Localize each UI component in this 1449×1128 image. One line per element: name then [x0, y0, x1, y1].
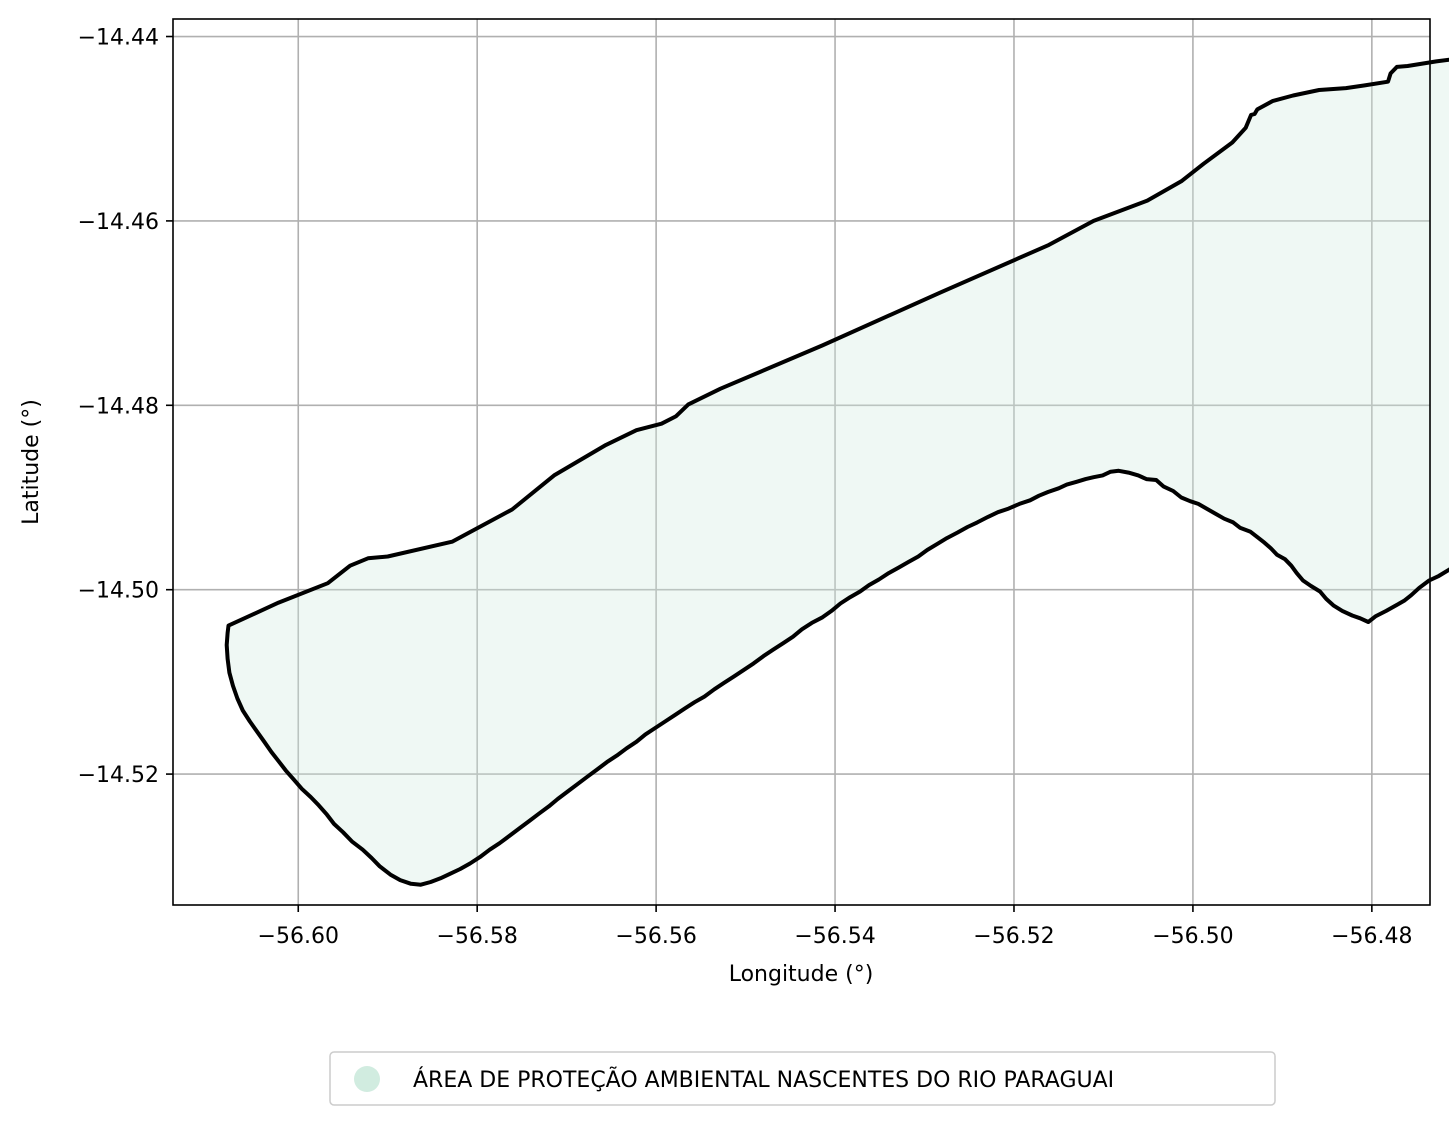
x-tick-label-0: −56.60: [258, 924, 339, 949]
y-tick-label-0: −14.44: [78, 26, 159, 51]
x-axis-label: Longitude (°): [729, 962, 874, 987]
legend-entry-label: ÁREA DE PROTEÇÃO AMBIENTAL NASCENTES DO …: [413, 1066, 1114, 1093]
legend-box: [329, 1051, 1276, 1106]
x-tick-label-2: −56.56: [615, 924, 696, 949]
x-tick-label-3: −56.54: [794, 924, 875, 949]
plot-frame: [172, 18, 1431, 906]
y-axis-label: Latitude (°): [19, 399, 44, 525]
protected-area: [224, 57, 1449, 887]
area-fill: [226, 59, 1449, 885]
y-axis-ticks: −14.44 −14.46 −14.48 −14.50 −14.52: [78, 26, 173, 788]
grid-lines: [173, 19, 1430, 905]
x-tick-label-5: −56.50: [1152, 924, 1233, 949]
x-tick-label-1: −56.58: [436, 924, 517, 949]
y-tick-label-2: −14.48: [78, 394, 159, 419]
y-tick-label-1: −14.46: [78, 210, 159, 235]
y-tick-label-3: −14.50: [78, 579, 159, 604]
y-tick-label-4: −14.52: [78, 763, 159, 788]
area-boundary: [224, 57, 1449, 887]
x-axis-ticks: −56.60 −56.58 −56.56 −56.54 −56.52 −56.50 −56.…: [258, 905, 1413, 949]
x-tick-label-6: −56.48: [1331, 924, 1412, 949]
legend-marker-icon: [354, 1066, 380, 1092]
legend: ÁREA DE PROTEÇÃO AMBIENTAL NASCENTES DO …: [329, 1051, 1276, 1106]
x-tick-label-4: −56.52: [973, 924, 1054, 949]
